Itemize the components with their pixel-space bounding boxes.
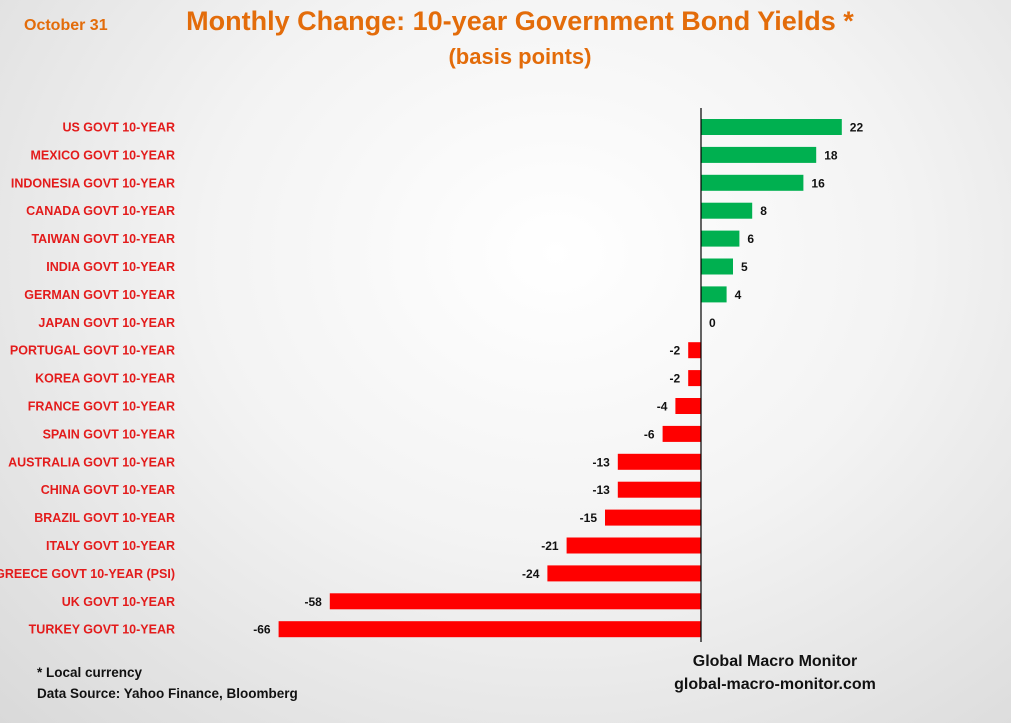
data-source: Data Source: Yahoo Finance, Bloomberg — [37, 686, 298, 701]
category-label: JAPAN GOVT 10-YEAR — [38, 316, 175, 330]
bar — [701, 286, 727, 303]
chart-subtitle: (basis points) — [448, 44, 592, 69]
category-label: TAIWAN GOVT 10-YEAR — [31, 232, 175, 246]
category-label: UK GOVT 10-YEAR — [62, 595, 175, 609]
category-label: ITALY GOVT 10-YEAR — [46, 539, 175, 553]
data-label: 22 — [850, 121, 864, 135]
bar — [701, 174, 804, 191]
bar — [566, 537, 701, 554]
chart-date: October 31 — [24, 17, 108, 34]
data-label: 0 — [709, 316, 716, 330]
bar — [617, 481, 701, 498]
data-label: 6 — [747, 232, 754, 246]
category-label: GERMAN GOVT 10-YEAR — [24, 288, 175, 302]
footnote: * Local currency — [37, 665, 143, 680]
category-label: TURKEY GOVT 10-YEAR — [29, 623, 175, 637]
category-label: US GOVT 10-YEAR — [62, 121, 175, 135]
chart-title: Monthly Change: 10-year Government Bond … — [186, 6, 854, 36]
bar — [278, 621, 701, 638]
bar — [688, 342, 701, 359]
bar — [701, 258, 733, 275]
category-label: BRAZIL GOVT 10-YEAR — [34, 511, 175, 525]
bar — [617, 453, 701, 470]
data-label: -13 — [592, 455, 610, 469]
bar — [605, 509, 701, 526]
brand-url: global-macro-monitor.com — [674, 676, 876, 693]
brand-name: Global Macro Monitor — [692, 653, 858, 670]
category-label: MEXICO GOVT 10-YEAR — [31, 148, 175, 162]
data-label: -2 — [670, 344, 681, 358]
data-label: 5 — [741, 260, 748, 274]
category-label: INDIA GOVT 10-YEAR — [46, 260, 175, 274]
bar — [701, 230, 740, 247]
bar — [675, 398, 701, 414]
category-label: CHINA GOVT 10-YEAR — [41, 483, 175, 497]
category-labels-group: US GOVT 10-YEAR MEXICO GOVT 10-YEAR INDONE… — [0, 121, 175, 637]
bar — [662, 425, 701, 442]
bar — [701, 146, 817, 163]
category-label: GREECE GOVT 10-YEAR (PSI) — [0, 567, 175, 581]
category-label: KOREA GOVT 10-YEAR — [35, 372, 175, 386]
brand-block: Global Macro Monitor global-macro-monito… — [660, 650, 890, 696]
bar — [329, 593, 701, 610]
data-label: -24 — [522, 567, 540, 581]
bar — [688, 370, 701, 387]
bar — [701, 202, 753, 219]
bars-group — [278, 119, 842, 638]
data-label: -21 — [541, 539, 559, 553]
category-label: FRANCE GOVT 10-YEAR — [28, 400, 175, 414]
data-label: -2 — [670, 372, 681, 386]
data-label: 8 — [760, 204, 767, 218]
bar — [547, 565, 701, 582]
data-label: -58 — [304, 595, 322, 609]
category-label: AUSTRALIA GOVT 10-YEAR — [8, 455, 175, 469]
data-label: -15 — [580, 511, 598, 525]
data-label: -4 — [657, 400, 668, 414]
data-label: -66 — [253, 623, 271, 637]
category-label: PORTUGAL GOVT 10-YEAR — [10, 344, 175, 358]
data-label: 18 — [824, 148, 838, 162]
data-label: 4 — [735, 288, 742, 302]
bar — [701, 119, 842, 135]
category-label: CANADA GOVT 10-YEAR — [26, 204, 175, 218]
data-label: -6 — [644, 427, 655, 441]
data-label: -13 — [592, 483, 610, 497]
category-label: SPAIN GOVT 10-YEAR — [43, 427, 175, 441]
category-label: INDONESIA GOVT 10-YEAR — [11, 176, 175, 190]
data-label: 16 — [811, 176, 825, 190]
